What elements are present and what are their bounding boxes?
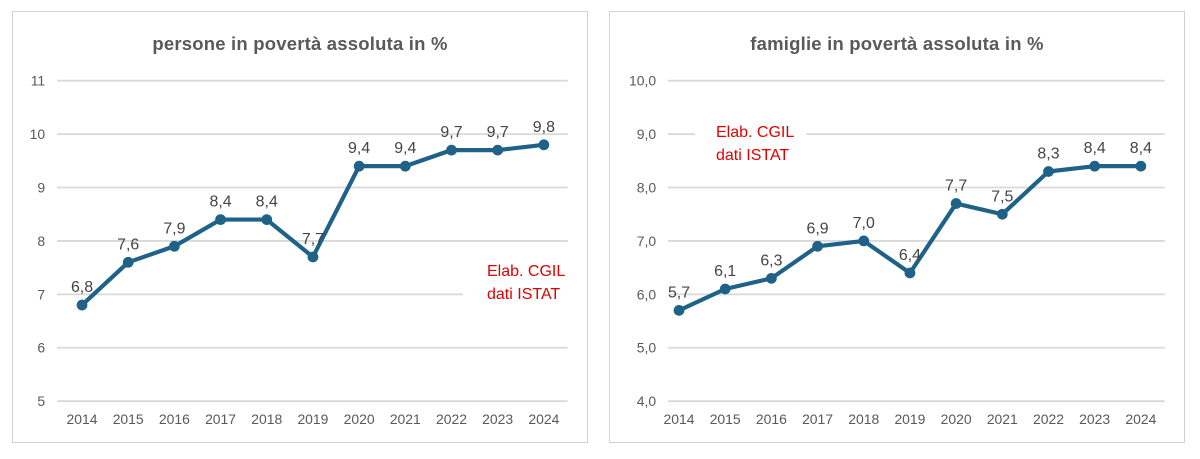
data-label: 9,4 [394, 140, 416, 157]
data-point-marker [950, 198, 962, 209]
chart-canvas: 5 6 7 8 9 10 11 2014 2015 2016 2017 2018 2019 2020 202… [30, 73, 568, 427]
y-tick-label: 7 [37, 286, 45, 302]
data-point-marker [122, 256, 134, 268]
data-label: 7,0 [853, 215, 875, 232]
data-point-marker [169, 240, 180, 252]
y-tick-label: 6 [37, 340, 45, 356]
data-point-marker [353, 160, 365, 172]
x-tick-label: 2019 [894, 411, 925, 427]
data-point-marker [812, 240, 823, 252]
x-tick-label: 2015 [113, 411, 144, 427]
x-tick-label: 2022 [436, 411, 467, 427]
data-label: 9,7 [487, 124, 509, 141]
y-tick-label: 4,0 [637, 393, 657, 409]
data-label: 7,7 [945, 178, 967, 195]
data-label: 8,4 [256, 194, 278, 211]
data-point-marker [766, 272, 777, 284]
x-tick-label: 2018 [848, 411, 879, 427]
data-label: 9,4 [348, 140, 370, 157]
x-tick-label: 2024 [1125, 411, 1156, 427]
x-tick-label: 2014 [664, 411, 695, 427]
x-tick-label: 2023 [482, 411, 513, 427]
data-label: 6,3 [760, 252, 782, 269]
data-label: 7,6 [117, 236, 139, 253]
x-tick-label: 2021 [987, 411, 1018, 427]
data-point-marker [261, 214, 273, 225]
x-tick-label: 2016 [756, 411, 787, 427]
y-tick-label: 7,0 [637, 233, 657, 249]
data-label: 9,8 [533, 119, 555, 136]
data-point-marker [673, 305, 685, 316]
x-tick-label: 2022 [1033, 411, 1064, 427]
data-label: 6,4 [899, 247, 921, 264]
chart-panel-persone: persone in povertà assoluta in % 5 6 7 8 9 10… [12, 11, 588, 443]
data-label: 8,4 [1130, 140, 1152, 157]
y-tick-label: 10,0 [629, 73, 656, 89]
data-point-marker [1089, 160, 1101, 172]
source-annotation-famiglie: Elab. CGIL dati ISTAT [695, 119, 807, 172]
data-label: 8,3 [1037, 146, 1059, 163]
chart-plot-famiglie: 4,0 5,0 6,0 7,0 8,0 9,0 10,0 2014 2015 2016 2017 20… [610, 12, 1184, 442]
data-label: 7,9 [163, 220, 185, 237]
chart-panel-famiglie: famiglie in povertà assoluta in % 4,0 5,0… [609, 11, 1185, 443]
data-label: 7,5 [991, 188, 1013, 205]
y-tick-label: 8 [37, 233, 45, 249]
x-tick-label: 2017 [205, 411, 236, 427]
chart-title-persone: persone in povertà assoluta in % [152, 33, 448, 54]
chart-plot-persone: 5 6 7 8 9 10 11 2014 2015 2016 2017 2018 2019 2020 202… [13, 12, 587, 442]
chart-canvas: 4,0 5,0 6,0 7,0 8,0 9,0 10,0 2014 2015 2016 2017 20… [629, 73, 1165, 427]
chart-title-famiglie: famiglie in povertà assoluta in % [750, 33, 1044, 54]
data-label: 8,4 [210, 194, 232, 211]
y-tick-label: 5 [37, 393, 45, 409]
annotation-line-1: Elab. CGIL [716, 124, 795, 141]
y-tick-label: 6,0 [637, 286, 657, 302]
x-tick-label: 2016 [159, 411, 190, 427]
x-tick-label: 2015 [710, 411, 741, 427]
data-label: 6,9 [807, 220, 829, 237]
data-point-marker [719, 283, 731, 295]
y-tick-label: 11 [31, 73, 46, 89]
annotation-line-2: dati ISTAT [716, 146, 790, 164]
annotation-line-2: dati ISTAT [487, 285, 561, 303]
y-tick-label: 9,0 [637, 126, 657, 142]
data-label: 7,7 [302, 231, 324, 248]
x-tick-label: 2020 [344, 411, 375, 427]
data-label: 5,7 [668, 284, 690, 301]
data-point-marker [307, 251, 319, 263]
data-point-marker [996, 208, 1008, 220]
y-tick-label: 8,0 [637, 179, 657, 195]
data-point-marker [76, 299, 88, 311]
data-point-marker [492, 144, 504, 156]
data-label: 6,1 [714, 263, 736, 280]
x-tick-label: 2024 [528, 411, 559, 427]
data-point-marker [399, 160, 411, 172]
x-tick-label: 2014 [67, 411, 98, 427]
x-tick-label: 2023 [1079, 411, 1110, 427]
y-tick-label: 5,0 [637, 340, 657, 356]
data-label: 6,8 [71, 279, 93, 296]
x-tick-label: 2021 [390, 411, 421, 427]
x-tick-label: 2017 [802, 411, 833, 427]
x-tick-label: 2020 [941, 411, 972, 427]
data-point-marker [1043, 166, 1054, 177]
data-point-marker [904, 267, 916, 279]
data-point-marker [1135, 160, 1147, 172]
data-point-marker [215, 214, 226, 225]
data-point-marker [446, 144, 457, 156]
charts-row: persone in povertà assoluta in % 5 6 7 8 9 10… [12, 11, 1185, 443]
data-label: 9,7 [440, 124, 462, 141]
data-point-marker [858, 235, 870, 247]
annotation-line-1: Elab. CGIL [487, 263, 566, 280]
x-tick-label: 2018 [251, 411, 282, 427]
data-point-marker [538, 139, 550, 151]
x-tick-label: 2019 [297, 411, 328, 427]
y-tick-label: 9 [37, 179, 45, 195]
source-annotation-persone: Elab. CGIL dati ISTAT [463, 258, 578, 311]
data-label: 8,4 [1084, 140, 1106, 157]
y-tick-label: 10 [30, 126, 46, 142]
